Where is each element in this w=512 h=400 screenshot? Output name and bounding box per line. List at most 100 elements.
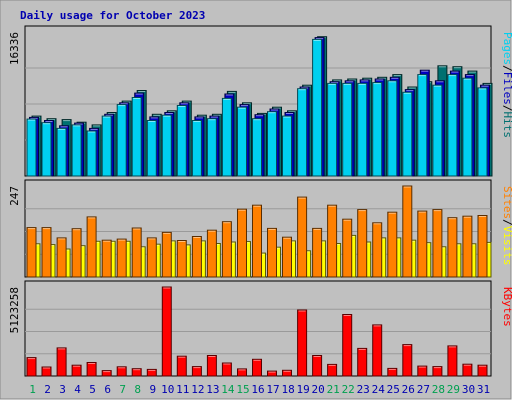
bar-pages-day-15 xyxy=(237,106,247,177)
day-label-20: 20 xyxy=(311,383,324,396)
bar-pages-day-30 xyxy=(462,77,473,177)
day-label-7: 7 xyxy=(119,383,126,396)
series-labels-bottom: KBytes xyxy=(501,287,512,327)
bar-kbytes-day-10 xyxy=(161,286,172,377)
bar-kbytes-day-19 xyxy=(297,309,308,377)
day-label-30: 30 xyxy=(462,383,475,396)
day-label-28: 28 xyxy=(432,383,445,396)
day-label-12: 12 xyxy=(191,383,204,396)
bar-pages-day-7 xyxy=(116,104,127,177)
bar-kbytes-day-8 xyxy=(131,368,142,377)
bar-kbytes-day-16 xyxy=(252,358,262,377)
day-label-18: 18 xyxy=(281,383,294,396)
bar-kbytes-day-24 xyxy=(372,324,383,377)
chart-panels: 16336Pages/Files/Hits247Sites/Visits5123… xyxy=(8,25,512,396)
day-label-25: 25 xyxy=(387,383,400,396)
bar-pages-day-4 xyxy=(71,124,82,177)
day-label-16: 16 xyxy=(251,383,264,396)
label-separator: / xyxy=(501,65,512,72)
day-label-22: 22 xyxy=(342,383,355,396)
bar-kbytes-day-28 xyxy=(432,366,443,377)
bar-pages-day-20 xyxy=(312,38,323,177)
bar-kbytes-day-30 xyxy=(462,363,473,377)
bar-kbytes-day-13 xyxy=(206,355,217,377)
bar-kbytes-day-4 xyxy=(71,364,82,377)
day-label-15: 15 xyxy=(236,383,249,396)
bar-pages-day-16 xyxy=(252,118,262,177)
bar-pages-day-17 xyxy=(267,111,277,177)
bar-kbytes-day-21 xyxy=(327,363,338,377)
bar-sites-day-4 xyxy=(71,228,82,278)
bar-sites-day-19 xyxy=(297,196,308,278)
bar-kbytes-day-1 xyxy=(26,357,37,377)
bar-kbytes-day-7 xyxy=(116,366,127,377)
bar-sites-day-26 xyxy=(402,185,413,278)
bar-kbytes-day-18 xyxy=(282,369,292,377)
bar-sites-day-2 xyxy=(41,227,52,278)
bar-pages-day-9 xyxy=(146,120,157,177)
bar-pages-day-29 xyxy=(447,74,458,177)
bar-pages-day-14 xyxy=(221,97,232,177)
bar-pages-day-8 xyxy=(131,97,142,177)
bar-sites-day-29 xyxy=(447,217,458,278)
bar-pages-day-27 xyxy=(417,74,428,177)
day-label-2: 2 xyxy=(44,383,51,396)
bar-kbytes-day-22 xyxy=(342,314,353,377)
bar-pages-day-5 xyxy=(86,130,97,177)
bar-kbytes-day-9 xyxy=(146,368,157,377)
day-label-21: 21 xyxy=(327,383,340,396)
bar-sites-day-30 xyxy=(462,215,473,278)
bar-kbytes-day-3 xyxy=(56,347,67,377)
bar-pages-day-25 xyxy=(387,80,398,177)
bar-sites-day-6 xyxy=(101,239,112,278)
legend-files: Files xyxy=(501,72,512,105)
day-label-13: 13 xyxy=(206,383,219,396)
day-label-4: 4 xyxy=(74,383,81,396)
bar-kbytes-day-15 xyxy=(237,368,247,377)
bar-kbytes-day-23 xyxy=(357,347,368,377)
label-separator: / xyxy=(501,105,512,112)
day-label-3: 3 xyxy=(59,383,66,396)
legend-hits: Hits xyxy=(501,112,512,139)
day-label-9: 9 xyxy=(149,383,156,396)
day-label-26: 26 xyxy=(402,383,415,396)
chart-title: Daily usage for October 2023 xyxy=(20,9,205,22)
bar-kbytes-day-6 xyxy=(101,370,112,377)
bar-kbytes-day-25 xyxy=(387,367,398,377)
series-labels-top: Pages/Files/Hits xyxy=(501,32,512,138)
bar-pages-day-10 xyxy=(161,114,172,177)
bar-kbytes-day-20 xyxy=(312,355,323,377)
day-label-27: 27 xyxy=(417,383,430,396)
series-labels-middle: Sites/Visits xyxy=(501,186,512,266)
day-label-24: 24 xyxy=(372,383,386,396)
panel-middle: 247 Sites/Visits xyxy=(8,179,512,278)
bar-sites-day-31 xyxy=(477,215,488,278)
bar-pages-day-13 xyxy=(206,118,217,177)
bar-kbytes-day-27 xyxy=(417,365,428,377)
bar-sites-day-28 xyxy=(432,209,443,278)
bar-pages-day-26 xyxy=(402,91,413,177)
day-label-11: 11 xyxy=(176,383,189,396)
bar-pages-day-21 xyxy=(327,82,338,177)
bar-pages-day-31 xyxy=(477,87,488,177)
bar-pages-day-2 xyxy=(41,122,52,177)
bar-kbytes-day-12 xyxy=(191,366,202,377)
bar-sites-day-3 xyxy=(56,237,67,278)
bar-kbytes-day-26 xyxy=(402,344,413,377)
bar-sites-day-10 xyxy=(161,231,172,278)
day-label-31: 31 xyxy=(477,383,490,396)
day-label-19: 19 xyxy=(296,383,309,396)
bar-sites-day-21 xyxy=(327,204,338,278)
bar-pages-day-12 xyxy=(191,120,202,177)
bar-pages-day-1 xyxy=(26,118,37,177)
bar-pages-day-23 xyxy=(357,82,368,177)
max-label-top: 16336 xyxy=(8,32,21,65)
bar-sites-day-16 xyxy=(252,204,262,278)
legend-kbytes: KBytes xyxy=(501,287,512,327)
day-label-5: 5 xyxy=(89,383,96,396)
day-label-29: 29 xyxy=(447,383,460,396)
bar-sites-day-23 xyxy=(357,209,368,278)
bar-pages-day-22 xyxy=(342,82,353,177)
bar-pages-day-19 xyxy=(297,88,308,177)
